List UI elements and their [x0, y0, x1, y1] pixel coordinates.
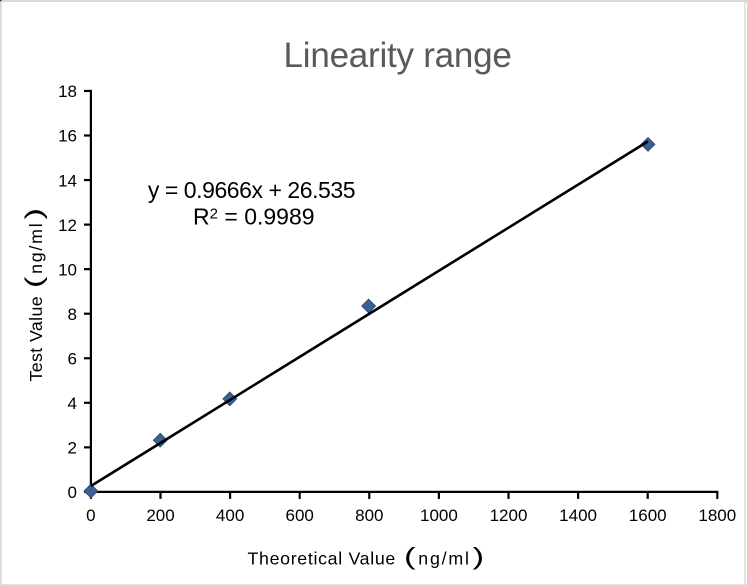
- svg-text:14: 14: [58, 171, 77, 190]
- svg-text:4: 4: [68, 394, 77, 413]
- svg-text:y = 0.9666x + 26.535: y = 0.9666x + 26.535: [148, 177, 356, 203]
- svg-text:1200: 1200: [490, 506, 528, 525]
- svg-text:): ): [473, 544, 484, 570]
- svg-text:0: 0: [86, 506, 95, 525]
- svg-text:400: 400: [216, 506, 244, 525]
- svg-text:ng/ml: ng/ml: [418, 549, 469, 569]
- svg-text:(: (: [404, 544, 416, 570]
- svg-text:8: 8: [68, 305, 77, 324]
- svg-text:12: 12: [58, 216, 77, 235]
- svg-text:Linearity range: Linearity range: [284, 36, 512, 75]
- svg-text:200: 200: [146, 506, 174, 525]
- svg-text:(: (: [21, 276, 47, 288]
- svg-text:1400: 1400: [559, 506, 597, 525]
- svg-text:ng/ml: ng/ml: [26, 223, 46, 274]
- svg-text:600: 600: [286, 506, 314, 525]
- svg-text:Test Value: Test Value: [26, 296, 46, 381]
- svg-text:800: 800: [355, 506, 383, 525]
- svg-text:2: 2: [68, 439, 77, 458]
- svg-text:0: 0: [68, 483, 77, 502]
- svg-text:1600: 1600: [629, 506, 667, 525]
- svg-text:Theoretical Value: Theoretical Value: [248, 549, 396, 569]
- svg-text:): ): [21, 208, 47, 219]
- svg-text:1000: 1000: [420, 506, 458, 525]
- svg-text:16: 16: [58, 127, 77, 146]
- svg-text:18: 18: [58, 82, 77, 101]
- svg-text:1800: 1800: [698, 506, 736, 525]
- svg-text:6: 6: [68, 349, 77, 368]
- svg-text:10: 10: [58, 260, 77, 279]
